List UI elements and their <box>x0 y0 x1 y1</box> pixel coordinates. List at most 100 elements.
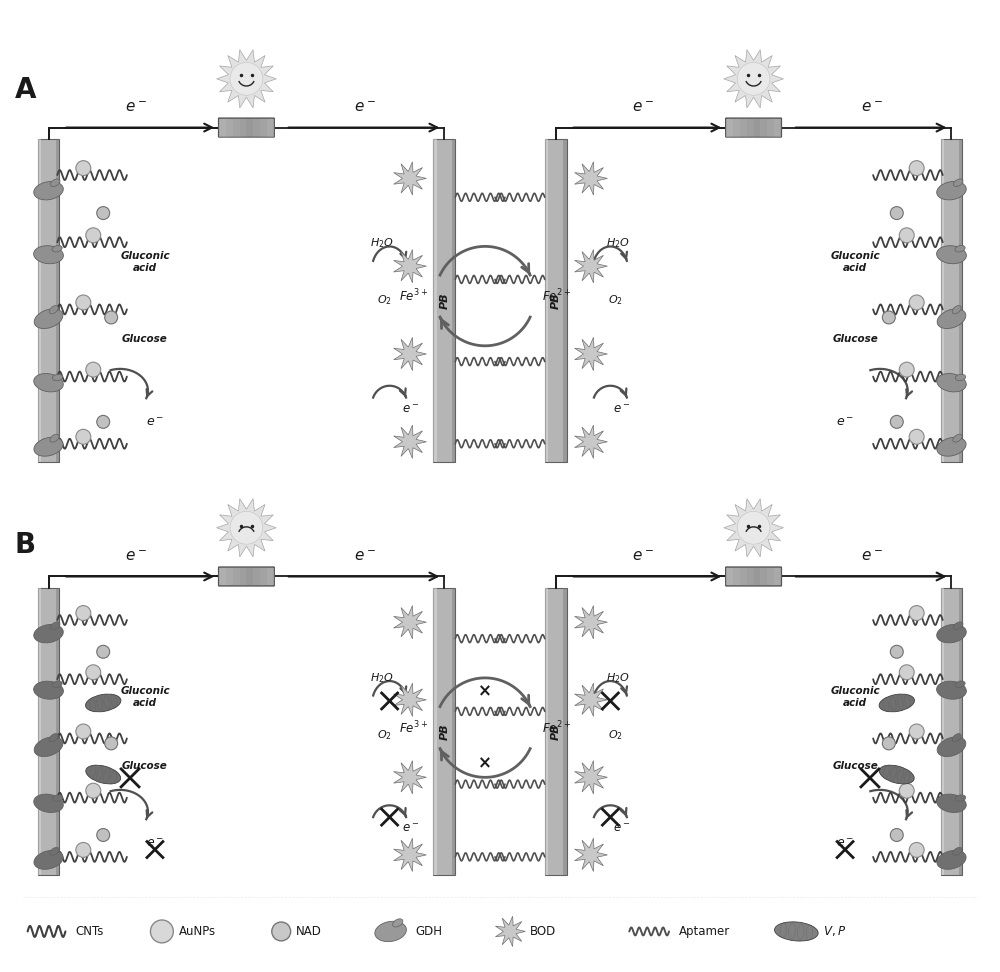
Circle shape <box>890 207 903 220</box>
Polygon shape <box>394 606 426 639</box>
Polygon shape <box>575 425 607 459</box>
Circle shape <box>272 922 291 941</box>
Polygon shape <box>38 588 59 875</box>
Text: $e^-$: $e^-$ <box>402 402 420 415</box>
Circle shape <box>909 430 924 444</box>
Ellipse shape <box>34 737 63 756</box>
Ellipse shape <box>937 373 966 392</box>
Circle shape <box>97 415 110 429</box>
Bar <box>253 119 260 136</box>
Polygon shape <box>575 606 607 639</box>
Bar <box>740 119 747 136</box>
FancyBboxPatch shape <box>219 567 274 586</box>
Bar <box>760 568 767 585</box>
Text: $e^-$: $e^-$ <box>613 822 631 835</box>
Circle shape <box>76 430 91 444</box>
Text: NAD: NAD <box>296 925 322 938</box>
Circle shape <box>97 207 110 220</box>
Bar <box>253 568 260 585</box>
Ellipse shape <box>375 921 406 942</box>
Polygon shape <box>452 140 455 462</box>
Ellipse shape <box>952 305 961 314</box>
Polygon shape <box>941 140 944 462</box>
Text: PB: PB <box>551 293 561 309</box>
Bar <box>260 119 267 136</box>
Text: CNTs: CNTs <box>75 925 104 938</box>
Ellipse shape <box>937 246 966 263</box>
Circle shape <box>86 665 101 679</box>
Text: $e^-$: $e^-$ <box>836 416 854 429</box>
Text: $e^-$: $e^-$ <box>146 416 164 429</box>
Polygon shape <box>575 761 607 794</box>
Text: $e^-$: $e^-$ <box>632 548 654 564</box>
Bar <box>219 119 226 136</box>
Text: $e^-$: $e^-$ <box>354 548 376 564</box>
Ellipse shape <box>879 694 914 712</box>
Bar <box>246 119 253 136</box>
Bar <box>767 119 774 136</box>
Polygon shape <box>38 588 41 875</box>
Polygon shape <box>394 761 426 794</box>
Ellipse shape <box>86 694 121 712</box>
Ellipse shape <box>34 624 63 642</box>
Text: Aptamer: Aptamer <box>679 925 730 938</box>
Text: $e^-$: $e^-$ <box>146 837 164 850</box>
Text: Glucose: Glucose <box>832 761 878 771</box>
Polygon shape <box>38 140 59 462</box>
Text: Gluconic
acid: Gluconic acid <box>830 686 880 708</box>
Text: PB: PB <box>551 723 561 740</box>
Circle shape <box>890 415 903 429</box>
Ellipse shape <box>775 921 818 941</box>
Polygon shape <box>575 838 607 872</box>
Ellipse shape <box>955 374 966 381</box>
Circle shape <box>909 724 924 739</box>
Circle shape <box>737 511 770 544</box>
Text: $e^-$: $e^-$ <box>632 100 654 115</box>
Circle shape <box>899 227 914 243</box>
Polygon shape <box>56 588 59 875</box>
Circle shape <box>86 227 101 243</box>
Circle shape <box>76 606 91 620</box>
Ellipse shape <box>52 374 63 381</box>
Circle shape <box>97 828 110 842</box>
Polygon shape <box>394 425 426 459</box>
Bar <box>240 119 246 136</box>
Polygon shape <box>575 683 607 716</box>
Bar <box>733 568 740 585</box>
Ellipse shape <box>952 734 961 742</box>
Circle shape <box>899 363 914 377</box>
Text: $Fe^{3+}$: $Fe^{3+}$ <box>399 288 428 304</box>
Text: BOD: BOD <box>530 925 556 938</box>
Text: Gluconic
acid: Gluconic acid <box>120 251 170 273</box>
Ellipse shape <box>34 373 63 392</box>
Polygon shape <box>217 499 276 557</box>
Circle shape <box>76 295 91 310</box>
Text: Glucose: Glucose <box>832 334 878 344</box>
Polygon shape <box>724 50 783 108</box>
Text: $e^-$: $e^-$ <box>861 548 883 564</box>
Polygon shape <box>394 337 426 370</box>
Bar <box>226 568 233 585</box>
Text: $H_2O$: $H_2O$ <box>370 236 394 251</box>
Ellipse shape <box>937 309 966 329</box>
Ellipse shape <box>937 437 966 456</box>
Circle shape <box>76 160 91 176</box>
Polygon shape <box>959 588 962 875</box>
Text: Gluconic
acid: Gluconic acid <box>830 251 880 273</box>
Ellipse shape <box>49 305 58 314</box>
Text: Gluconic
acid: Gluconic acid <box>120 686 170 708</box>
FancyBboxPatch shape <box>726 567 781 586</box>
Bar <box>260 568 267 585</box>
Ellipse shape <box>937 624 966 642</box>
Circle shape <box>737 62 770 95</box>
Circle shape <box>899 783 914 798</box>
Text: $e^-$: $e^-$ <box>861 100 883 115</box>
Ellipse shape <box>34 681 63 699</box>
Ellipse shape <box>34 437 63 456</box>
Ellipse shape <box>937 850 966 869</box>
Polygon shape <box>394 250 426 283</box>
Bar <box>740 568 747 585</box>
Polygon shape <box>56 140 59 462</box>
Polygon shape <box>394 838 426 872</box>
Polygon shape <box>959 140 962 462</box>
